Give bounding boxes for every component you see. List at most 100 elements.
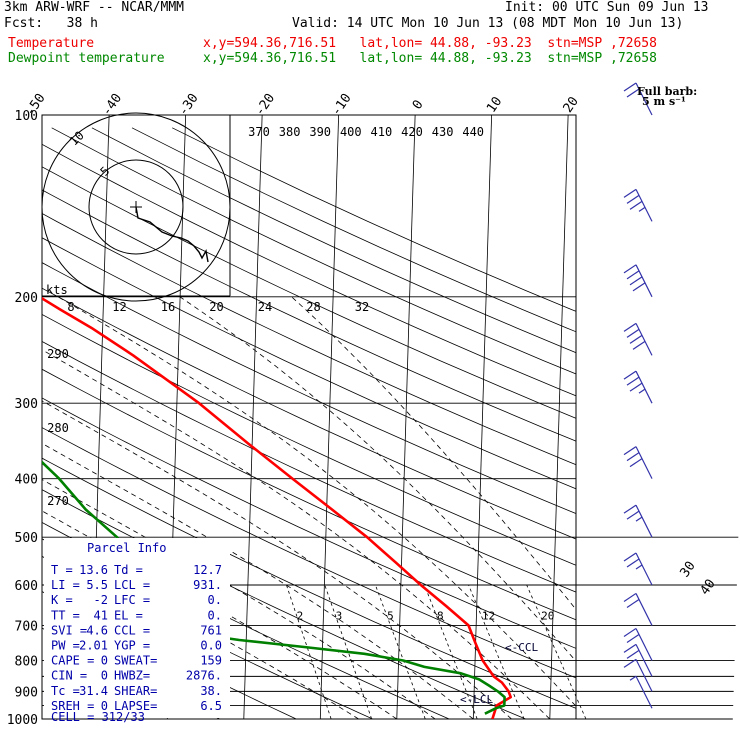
barb-feather (623, 264, 637, 274)
parcel-info-cell: CAPE = (51, 654, 94, 668)
parcel-info-cell: 38. (200, 684, 222, 698)
parcel-info-cell: 0.0 (200, 639, 222, 653)
pressure-label: 300 (15, 397, 38, 412)
dry-adiabat (42, 237, 576, 490)
barb-feather (629, 200, 643, 210)
parcel-info-cell: 2876. (186, 669, 222, 683)
barb-feather (623, 592, 637, 602)
parcel-info-cell: Td = (114, 563, 143, 577)
theta-label: 430 (432, 125, 454, 139)
parcel-info-cell: 2.01 (79, 639, 108, 653)
parcel-info-cell: SWEAT= (114, 654, 157, 668)
dry-adiabat (42, 397, 576, 649)
parcel-info-cell: 5.5 (86, 578, 108, 592)
theta-label: 290 (47, 347, 69, 361)
barb-staff (635, 552, 653, 586)
parcel-info-cell: YGP = (114, 639, 150, 653)
theta-label: 380 (279, 125, 301, 139)
dry-adiabat (42, 287, 576, 540)
dry-adiabat (42, 457, 576, 709)
parcel-info-cell: LFC = (114, 593, 150, 607)
barb-feather (623, 504, 637, 514)
parcel-info-cell: 12.7 (193, 563, 222, 577)
barb-feather (623, 552, 637, 562)
model-title: 3km ARW-WRF -- NCAR/MMM (4, 0, 185, 15)
barb-feather (626, 88, 640, 98)
moist-adiabat (42, 538, 359, 719)
dry-adiabat (42, 591, 298, 719)
wind-barb (623, 658, 653, 692)
parcel-info-cell: TT = (51, 608, 80, 622)
parcel-info-cell: 0. (208, 593, 222, 607)
barb-staff (635, 593, 653, 626)
barb-staff (635, 446, 653, 479)
hodograph-ring (41, 112, 231, 302)
pressure-label: 600 (15, 579, 38, 594)
barb-feather (626, 633, 640, 643)
mixing-ratio-label: 8 (437, 609, 444, 622)
isotherm-label: 40 (697, 577, 718, 598)
hodograph-speed-tick: 28 (306, 300, 320, 314)
moist-adiabat (179, 296, 576, 662)
valid-time: Valid: 14 UTC Mon 10 Jun 13 (08 MDT Mon … (292, 16, 684, 31)
hodograph-speed-tick: 24 (258, 300, 272, 314)
hodograph-speed-tick: 16 (161, 300, 175, 314)
parcel-info-box: Parcel Info T = 13.6 Td = 12.7 LI = 5.5 LCL = 93… (44, 538, 230, 724)
parcel-info-cell: 0 (101, 669, 108, 683)
barb-half-feather (635, 516, 643, 522)
hodograph-speed-axis-label: kts (46, 283, 68, 297)
barb-feather (623, 446, 637, 456)
barb-staff (635, 659, 653, 692)
hodograph-ring (88, 159, 184, 255)
isotherm-line (396, 115, 416, 719)
pressure-label: 500 (15, 531, 38, 546)
dry-adiabat (42, 166, 576, 419)
dry-adiabat (51, 127, 576, 375)
wind-barb (623, 264, 653, 298)
wind-barb (623, 446, 653, 479)
barb-feather (623, 658, 637, 668)
moist-adiabat (291, 296, 576, 611)
mixing-ratio-line (526, 584, 587, 720)
pressure-label: 400 (15, 473, 38, 488)
theta-label: 410 (371, 125, 393, 139)
barb-feather (629, 334, 643, 344)
isotherm-label: 10 (484, 94, 505, 115)
full-barb-label: Full barb: (637, 85, 697, 98)
parcel-info-cell: 6.5 (200, 699, 222, 713)
theta-label: 280 (47, 421, 69, 435)
pressure-label: 1000 (7, 713, 38, 728)
barb-feather (623, 82, 637, 92)
parcel-info-cell: LI = (51, 578, 80, 592)
parcel-info-cell: 931. (193, 578, 222, 592)
mixing-ratio-label: 5 (387, 609, 394, 622)
dry-adiabat (42, 368, 576, 621)
temperature-curve (42, 296, 512, 719)
mixing-ratio-line (286, 584, 332, 720)
full-barb-units: 5 m s⁻¹ (642, 95, 686, 108)
parcel-info-cell: Tc = (51, 684, 80, 698)
wind-barb (623, 82, 653, 116)
wind-barb (623, 643, 653, 677)
barb-feather (623, 370, 637, 380)
dry-adiabat (42, 262, 576, 514)
wind-barb (623, 592, 653, 626)
barb-feather (629, 382, 643, 392)
temperature-legend: Temperature (8, 36, 95, 51)
theta-label: 400 (340, 125, 362, 139)
hodograph-trace (135, 206, 209, 263)
barb-half-feather (635, 564, 643, 570)
isotherm-line (703, 115, 721, 719)
lcl-annotation: <-LCL (460, 693, 493, 706)
barb-staff (635, 323, 653, 356)
parcel-info-cell: SHEAR= (114, 684, 157, 698)
theta-label: 420 (401, 125, 423, 139)
parcel-info-cell: -2 (94, 593, 108, 607)
theta-label: 370 (248, 125, 270, 139)
barb-staff (635, 370, 653, 404)
barb-feather (626, 376, 640, 386)
isotherm-label: 30 (677, 559, 698, 580)
barb-feather (623, 188, 637, 198)
wind-barb (623, 188, 653, 222)
parcel-info-cell: LAPSE= (114, 699, 157, 713)
